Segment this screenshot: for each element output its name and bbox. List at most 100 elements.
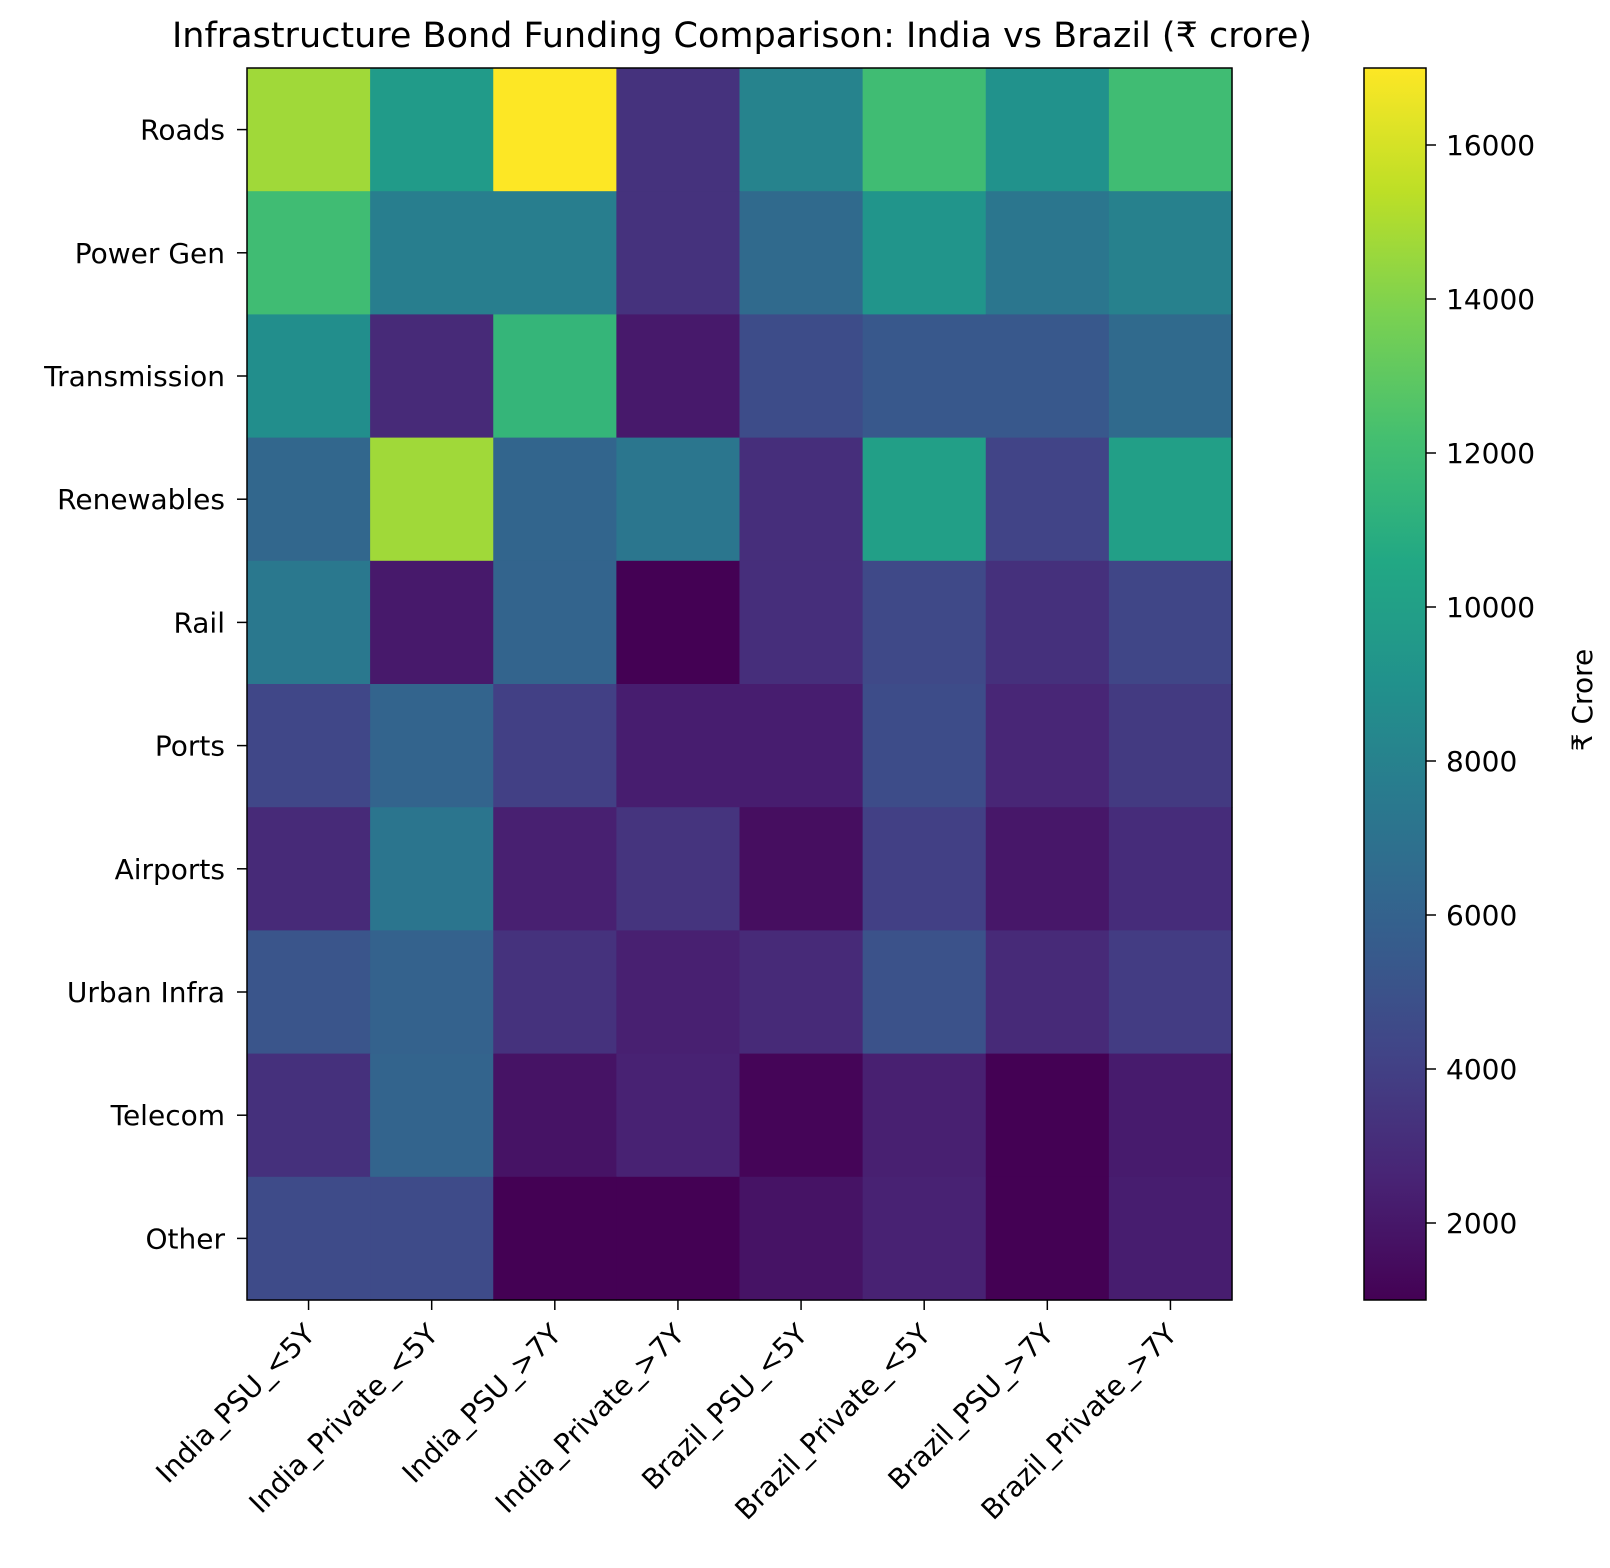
heatmap-cell bbox=[739, 1176, 864, 1301]
heatmap-cell bbox=[370, 314, 494, 439]
heatmap-cell bbox=[616, 191, 741, 315]
colorbar-tick-label: 8000 bbox=[1446, 745, 1517, 778]
heatmap-cell bbox=[370, 560, 494, 685]
row-tick-label: Urban Infra bbox=[67, 976, 225, 1009]
heatmap-cell bbox=[493, 560, 617, 685]
heatmap-cell bbox=[985, 314, 1110, 439]
heatmap-cell bbox=[616, 930, 741, 1055]
heatmap-cell bbox=[493, 684, 617, 808]
row-tick-label: Transmission bbox=[43, 360, 225, 393]
colorbar-tick-label: 12000 bbox=[1446, 437, 1535, 470]
heatmap-cells bbox=[247, 68, 1233, 1301]
row-tick-label: Power Gen bbox=[75, 237, 225, 270]
heatmap-cell bbox=[247, 1053, 371, 1178]
heatmap-cell bbox=[370, 191, 494, 315]
colorbar-frame bbox=[1363, 67, 1427, 1301]
heatmap-cell bbox=[616, 1176, 741, 1301]
heatmap-cell bbox=[1108, 68, 1233, 192]
heatmap-cell bbox=[1108, 191, 1233, 315]
row-tick-label: Telecom bbox=[110, 1099, 225, 1132]
heatmap-cell bbox=[616, 560, 741, 685]
chart-title: Infrastructure Bond Funding Comparison: … bbox=[172, 16, 1312, 56]
heatmap-cell bbox=[616, 437, 741, 562]
row-tick-label: Ports bbox=[155, 730, 225, 763]
heatmap-cell bbox=[1108, 437, 1233, 562]
heatmap-cell bbox=[247, 930, 371, 1055]
heatmap-cell bbox=[862, 684, 987, 808]
heatmap-cell bbox=[370, 930, 494, 1055]
heatmap-cell bbox=[739, 314, 864, 439]
heatmap-cell bbox=[985, 930, 1110, 1055]
heatmap-cell bbox=[739, 930, 864, 1055]
heatmap-cell bbox=[493, 1053, 617, 1178]
heatmap-cell bbox=[247, 68, 371, 192]
heatmap-cell bbox=[370, 807, 494, 931]
heatmap-cell bbox=[493, 930, 617, 1055]
heatmap-cell bbox=[370, 1053, 494, 1178]
column-tick-labels: India_PSU_<5YIndia_Private_<5YIndia_PSU_… bbox=[150, 1300, 1184, 1526]
colorbar-tick-label: 16000 bbox=[1446, 129, 1535, 162]
heatmap-cell bbox=[739, 1053, 864, 1178]
colorbar-tick-label: 14000 bbox=[1446, 283, 1535, 316]
heatmap-frame bbox=[246, 67, 1233, 1301]
heatmap-cell bbox=[493, 807, 617, 931]
heatmap-cell bbox=[247, 437, 371, 562]
heatmap-cell bbox=[862, 807, 987, 931]
heatmap-cell bbox=[616, 68, 741, 192]
heatmap-cell bbox=[985, 684, 1110, 808]
heatmap-cell bbox=[739, 191, 864, 315]
colorbar-gradient bbox=[1364, 68, 1426, 1300]
row-tick-label: Roads bbox=[140, 114, 225, 147]
heatmap-cell bbox=[862, 1053, 987, 1178]
heatmap-cell bbox=[493, 437, 617, 562]
heatmap-cell bbox=[862, 437, 987, 562]
heatmap-cell bbox=[862, 1176, 987, 1301]
heatmap-cell bbox=[370, 1176, 494, 1301]
heatmap-cell bbox=[1108, 314, 1233, 439]
row-tick-labels: Roads Power Gen Transmission Renewables Rail… bbox=[43, 114, 247, 1255]
row-tick-label: Airports bbox=[115, 853, 225, 886]
heatmap-cell bbox=[862, 560, 987, 685]
heatmap-cell bbox=[862, 930, 987, 1055]
heatmap-cell bbox=[739, 68, 864, 192]
heatmap-cell bbox=[616, 1053, 741, 1178]
heatmap-cell bbox=[247, 807, 371, 931]
heatmap-cell bbox=[985, 807, 1110, 931]
colorbar: 2000 4000 6000 8000 10000 12000 14000 16000 bbox=[1363, 67, 1535, 1301]
heatmap-cell bbox=[862, 314, 987, 439]
row-tick-label: Rail bbox=[173, 606, 225, 639]
heatmap-cell bbox=[493, 191, 617, 315]
heatmap-cell bbox=[739, 437, 864, 562]
heatmap-cell bbox=[247, 314, 371, 439]
heatmap-cell bbox=[616, 807, 741, 931]
heatmap-cell bbox=[739, 807, 864, 931]
heatmap-cell bbox=[616, 684, 741, 808]
heatmap-cell bbox=[1108, 560, 1233, 685]
heatmap-cell bbox=[985, 1053, 1110, 1178]
heatmap-cell bbox=[247, 191, 371, 315]
heatmap-cell bbox=[616, 314, 741, 439]
heatmap-cell bbox=[862, 68, 987, 192]
heatmap-cell bbox=[1108, 684, 1233, 808]
colorbar-tick-label: 10000 bbox=[1446, 591, 1535, 624]
colorbar-label: ₹ Crore bbox=[1566, 649, 1599, 751]
heatmap-cell bbox=[1108, 807, 1233, 931]
heatmap-cell bbox=[985, 191, 1110, 315]
heatmap-cell bbox=[247, 1176, 371, 1301]
heatmap-cell bbox=[1108, 1053, 1233, 1178]
heatmap-cell bbox=[493, 1176, 617, 1301]
heatmap-cell bbox=[493, 314, 617, 439]
colorbar-tick-label: 4000 bbox=[1446, 1053, 1517, 1086]
heatmap-cell bbox=[739, 560, 864, 685]
heatmap-cell bbox=[370, 68, 494, 192]
heatmap-cell bbox=[247, 560, 371, 685]
heatmap-cell bbox=[985, 68, 1110, 192]
heatmap-cell bbox=[1108, 930, 1233, 1055]
row-tick-label: Other bbox=[145, 1222, 225, 1255]
heatmap-cell bbox=[985, 560, 1110, 685]
colorbar-tick-label: 2000 bbox=[1446, 1207, 1517, 1240]
heatmap-cell bbox=[862, 191, 987, 315]
heatmap-cell bbox=[1108, 1176, 1233, 1301]
heatmap-cell bbox=[739, 684, 864, 808]
